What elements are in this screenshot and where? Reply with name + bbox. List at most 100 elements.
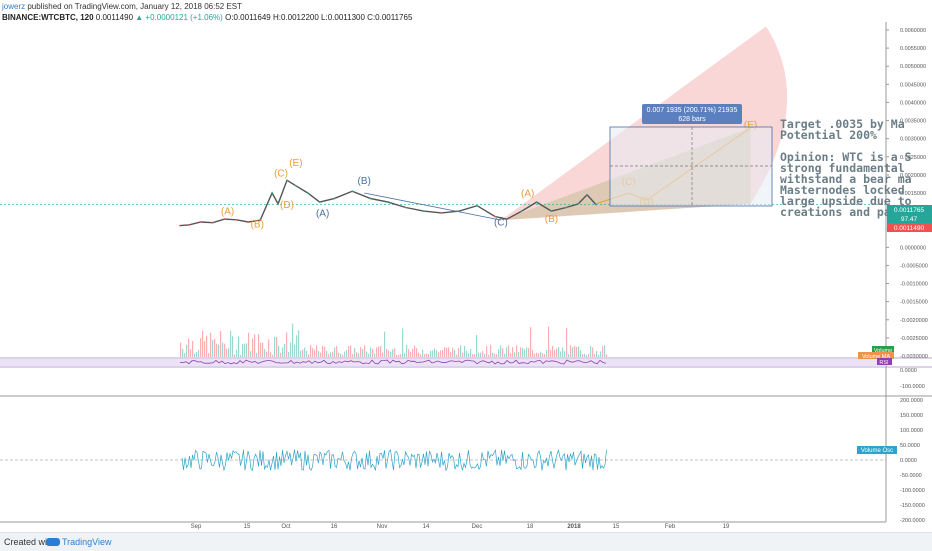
volume-bar: [334, 347, 336, 357]
volume-bar: [460, 345, 462, 357]
axes: 0.0060000 0.0055000 0.0050000 0.0045000 0.00…: [191, 28, 928, 530]
osc-tick-label: 0.0000: [900, 458, 917, 464]
volume-bar: [504, 353, 506, 357]
volume-bar: [414, 345, 416, 357]
price-line[interactable]: [179, 179, 597, 227]
volume-bar: [250, 351, 252, 357]
wave-label[interactable]: (E): [744, 120, 757, 131]
volume-bar: [444, 347, 446, 357]
high-price: H:0.0012200: [272, 13, 319, 22]
time-tick-label: 16: [331, 524, 338, 530]
tradingview-logo-icon[interactable]: [46, 538, 60, 546]
volume-bar: [408, 349, 410, 357]
volume-bar: [228, 348, 230, 357]
up-arrow-icon: ▲: [135, 13, 144, 22]
volume-bar: [310, 345, 312, 357]
volume-bar: [270, 352, 272, 357]
time-tick-label: 15: [613, 524, 620, 530]
volume-osc-tag-label: Volume Osc: [861, 448, 893, 454]
price-tick-label: -0.0020000: [900, 318, 928, 324]
volume-bar: [584, 353, 586, 357]
wave-label[interactable]: (C): [274, 169, 288, 180]
price-point: [333, 197, 336, 200]
price-point: [179, 224, 181, 227]
volume-bar: [286, 332, 288, 357]
wave-label[interactable]: (B): [251, 219, 264, 230]
volume-bar: [540, 351, 542, 357]
volume-bar: [482, 351, 484, 357]
volume-bar: [604, 345, 606, 357]
time-tick-label: Oct: [281, 524, 291, 530]
chart-canvas[interactable]: (A)(B)(C)(D)(E)(A)(B)(C)(A)(B)(C)(D)(E) …: [0, 0, 932, 532]
volume-bar: [518, 351, 520, 357]
volume-bar: [530, 327, 532, 357]
volume-bar: [534, 353, 536, 357]
volume-bar: [452, 347, 454, 357]
volume-bar: [346, 350, 348, 357]
price-point: [199, 221, 202, 223]
measure-box[interactable]: [609, 126, 773, 207]
volume-bar: [510, 353, 512, 357]
tradingview-link[interactable]: TradingView: [62, 537, 112, 547]
volume-bar: [328, 354, 330, 357]
wave-label[interactable]: (E): [289, 158, 302, 169]
wave-label[interactable]: (C): [494, 218, 508, 229]
rsi-series: [179, 359, 607, 365]
wave-label[interactable]: (A): [316, 209, 329, 220]
price-point: [476, 204, 479, 207]
price-tick-label: 0.0040000: [900, 100, 926, 106]
volume-bar: [570, 345, 572, 357]
volume-bar: [558, 347, 560, 357]
osc-tick-label: 100.0000: [900, 428, 923, 434]
low-price-tag: [887, 223, 932, 232]
volume-bar: [292, 323, 294, 357]
wave-label[interactable]: (A): [521, 189, 534, 200]
wave-label[interactable]: (B): [545, 214, 558, 225]
symbol-name[interactable]: BINANCE:WTCBTC, 120: [2, 13, 94, 22]
volume-bar: [260, 342, 262, 357]
time-tick-label: Sep: [191, 524, 202, 530]
volume-bar: [524, 349, 526, 357]
volume-bar: [486, 346, 488, 357]
volume-bar: [398, 354, 400, 357]
price-tick-label: -0.0005000: [900, 263, 928, 269]
volume-bar: [450, 352, 452, 357]
volume-bar: [552, 345, 554, 357]
volume-bar: [290, 342, 292, 357]
volume-bar: [272, 354, 274, 357]
annotation-line: Opinion: WTC is a S: [780, 150, 912, 164]
volume-bar: [262, 342, 264, 357]
volume-bar: [330, 352, 332, 357]
price-point: [271, 192, 274, 194]
volume-bar: [576, 347, 578, 357]
volume-bar: [566, 327, 568, 357]
trendline-b[interactable]: [364, 192, 501, 221]
wave-label[interactable]: (D): [280, 200, 294, 211]
volume-bar: [264, 349, 266, 357]
volume-bar: [470, 349, 472, 357]
rsi-value-tag: [887, 214, 932, 223]
volume-bar: [586, 354, 588, 357]
volume-bar: [390, 351, 392, 357]
osc-tick-label: -50.0000: [900, 473, 922, 479]
volume-bar: [536, 352, 538, 357]
volume-bar: [554, 350, 556, 357]
osc-tick-label: -150.0000: [900, 503, 925, 509]
volume-bar: [578, 346, 580, 357]
author-link[interactable]: jowerz: [2, 2, 26, 11]
current-price-tag: [887, 205, 932, 214]
volume-bar: [302, 349, 304, 357]
price-point: [294, 184, 297, 187]
wave-label[interactable]: (B): [358, 176, 371, 187]
last-price: 0.0011490: [95, 13, 134, 22]
volume-bar: [194, 353, 196, 357]
volume-bar: [348, 346, 350, 357]
osc-tick-label: 50.0000: [900, 443, 920, 449]
volume-bar: [378, 346, 380, 357]
wave-label[interactable]: (A): [221, 207, 234, 218]
time-tick-label: 14: [423, 524, 430, 530]
osc-tick-label: -100.0000: [900, 488, 925, 494]
volume-bar: [362, 349, 364, 357]
volume-bar: [556, 348, 558, 357]
